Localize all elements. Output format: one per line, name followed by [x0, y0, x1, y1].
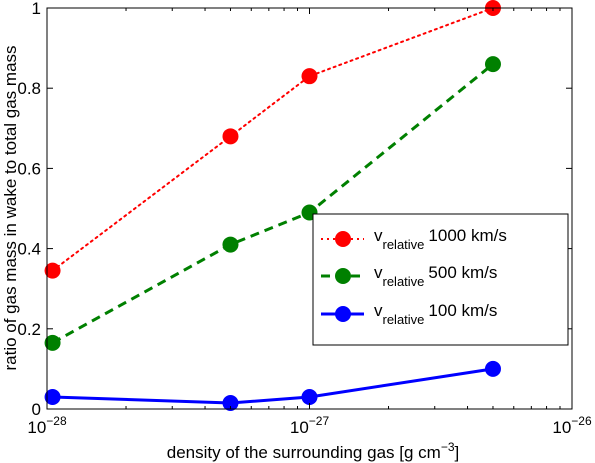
x-tick-label: 10−28: [27, 414, 67, 437]
legend-label-base: v: [374, 226, 383, 245]
legend-label-subscript: relative: [383, 274, 425, 289]
data-point: [484, 360, 501, 377]
legend-label-value: 500 km/s: [428, 263, 497, 282]
legend-marker: [335, 306, 351, 322]
legend-label: vrelative 1000 km/s: [374, 226, 507, 252]
series-line: [51, 62, 494, 345]
x-tick-label-exponent: −27: [309, 414, 330, 428]
x-axis-label-main: density of the surrounding gas [g cm: [167, 443, 441, 462]
legend-label-subscript: relative: [383, 237, 425, 252]
legend-box: [312, 213, 569, 346]
legend-label-base: v: [374, 263, 383, 282]
data-point: [222, 236, 239, 253]
y-tick-label: 0.4: [17, 240, 41, 259]
y-tick-label: 0.6: [17, 159, 41, 178]
data-point: [44, 262, 61, 279]
x-axis-label-end: ]: [455, 443, 460, 462]
legend-label: vrelative 500 km/s: [374, 263, 497, 289]
legend-marker: [335, 268, 351, 284]
data-point: [301, 388, 318, 405]
y-tick-label: 1: [32, 0, 41, 18]
x-tick-label-base: 10: [27, 418, 46, 437]
legend-marker: [335, 231, 351, 247]
data-point: [222, 128, 239, 145]
x-tick-label-exponent: −26: [571, 414, 592, 428]
x-tick-label: 10−27: [290, 414, 330, 437]
x-tick-label: 10−26: [552, 414, 592, 437]
legend-label-base: v: [374, 301, 383, 320]
x-axis-label-exponent: −3: [441, 440, 455, 454]
y-tick-label: 0.2: [17, 320, 41, 339]
series-line: [51, 7, 494, 272]
data-point: [44, 388, 61, 405]
data-point: [484, 56, 501, 73]
legend-label-value: 1000 km/s: [428, 226, 506, 245]
x-axis-label: density of the surrounding gas [g cm−3]: [167, 440, 459, 462]
y-tick-label: 0.8: [17, 79, 41, 98]
data-point: [222, 394, 239, 411]
series-line: [52, 367, 494, 405]
data-point: [301, 68, 318, 85]
legend-label-value: 100 km/s: [428, 301, 497, 320]
y-tick-label: 0: [32, 400, 41, 419]
x-tick-label-exponent: −28: [46, 414, 67, 428]
legend-label-subscript: relative: [383, 312, 425, 327]
legend-label: vrelative 100 km/s: [374, 301, 497, 327]
y-axis-label: ratio of gas mass in wake to total gas m…: [1, 45, 20, 370]
x-tick-label-base: 10: [552, 418, 571, 437]
data-point: [44, 334, 61, 351]
x-tick-label-base: 10: [290, 418, 309, 437]
series-layer: [44, 0, 501, 411]
